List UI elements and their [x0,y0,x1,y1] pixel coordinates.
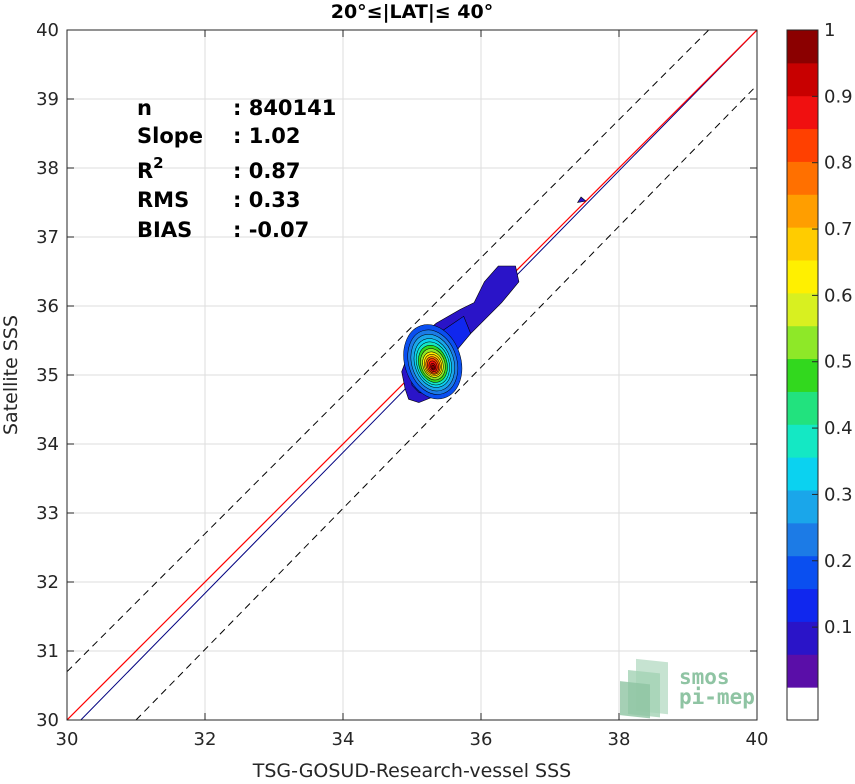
x-tick-label: 30 [56,729,79,750]
y-tick-label: 40 [36,20,59,41]
stat-value: : 0.33 [233,188,301,212]
colorbar-swatch [787,391,818,425]
y-tick-label: 35 [36,365,59,386]
colorbar-tick-label: 0.7 [824,219,853,240]
stat-label: RMS [137,188,189,212]
colorbar-swatch [787,490,818,524]
smos-pimep-logo: smos pi-mep [620,658,755,719]
y-tick-label: 33 [36,503,59,524]
density-contour-ring [431,364,435,370]
y-tick-label: 31 [36,641,59,662]
stat-label: n [137,96,152,120]
colorbar-tick-label: 0.1 [824,617,853,638]
colorbar-tick-label: 0.2 [824,551,853,572]
colorbar-tick-label: 0.4 [824,418,853,439]
colorbar-swatch [787,654,818,688]
density-contours [401,196,587,403]
colorbar-swatch [787,62,818,97]
y-tick-label: 39 [36,89,59,110]
colorbar-swatch [787,95,818,130]
colorbar-swatch [787,325,818,360]
colorbar-swatch [787,260,818,294]
stat-value: : 1.02 [233,124,301,148]
colorbar-swatch [787,161,818,195]
colorbar-tick-label: 0.5 [824,352,853,373]
colorbar-tick-label: 0.6 [824,285,853,306]
x-tick-label: 32 [194,729,217,750]
density-contour-isolated [576,196,587,203]
x-tick-label: 38 [608,729,631,750]
x-tick-label: 40 [746,729,769,750]
y-axis: 30 31 32 33 34 35 36 37 38 39 40 [36,20,757,731]
chart-title: 20°≤|LAT|≤ 40° [331,1,494,23]
y-tick-label: 37 [36,227,59,248]
stat-label: Slope [137,124,203,148]
colorbar-swatch [787,522,818,557]
y-tick-label: 38 [36,158,59,179]
colorbar-swatch [787,128,818,162]
y-tick-label: 32 [36,572,59,593]
y-tick-label: 30 [36,710,59,731]
stat-value: : 840141 [233,96,336,120]
colorbar-swatch [787,687,818,721]
lower-bound-line [135,84,757,720]
x-axis: 30 32 34 36 38 40 [56,30,769,750]
colorbar-swatch [787,424,818,458]
colorbar-swatch [787,194,818,228]
colorbar-tick-label: 0.3 [824,484,853,505]
y-tick-label: 34 [36,434,59,455]
x-axis-label: TSG-GOSUD-Research-vessel SSS [252,760,572,782]
stat-value: : -0.07 [233,218,309,242]
logo-text-line1: smos [679,665,730,689]
x-tick-label: 34 [332,729,355,750]
colorbar-swatch [787,30,818,64]
colorbar: 0.1 0.2 0.3 0.4 0.5 0.6 0.7 0.8 0.9 1 [786,20,853,721]
colorbar-swatch [787,292,818,327]
grid [66,29,758,721]
x-tick-label: 36 [470,729,493,750]
colorbar-swatch [787,358,818,392]
colorbar-tick-label: 1 [824,20,835,41]
y-axis-label: Satellite SSS [0,315,22,435]
logo-shape-front [620,681,650,719]
colorbar-swatch [787,621,818,655]
y-tick-label: 36 [36,296,59,317]
stat-label: BIAS [137,218,192,242]
colorbar-tick-label: 0.9 [824,86,853,107]
colorbar-frame [786,29,819,721]
colorbar-swatch [787,555,818,590]
stat-value: : 0.87 [233,159,301,183]
logo-text-line2: pi-mep [679,685,755,709]
upper-bound-line [67,30,710,673]
stat-label-superscript: 2 [153,154,163,172]
colorbar-swatch [787,588,818,622]
colorbar-swatch [787,227,818,261]
colorbar-swatch [787,457,818,491]
colorbar-tick-label: 0.8 [824,153,853,174]
